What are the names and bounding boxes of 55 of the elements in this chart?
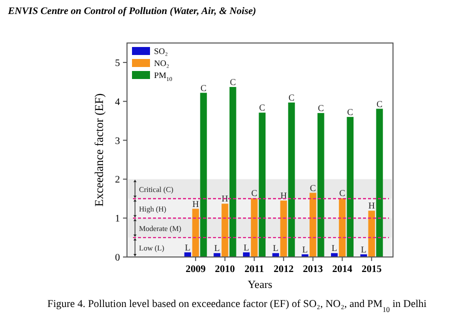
y-tick-label: 5 [115,58,120,69]
data-label: L [360,244,366,254]
x-tick-label: 2015 [362,264,382,275]
bar [317,113,324,257]
bar [288,102,295,257]
caption: Figure 4. Pollution level based on exceedance factor (EF) of SO₂, NO₂, and PM$_{10}$ in Delhi [47,299,427,314]
data-label: L [214,243,220,254]
x-tick-label: 2014 [332,264,352,275]
data-label: C [288,92,295,103]
data-label: C [200,82,207,93]
data-label: H [222,194,229,204]
bar [258,112,266,257]
x-tick-label: 2012 [274,264,294,275]
data-label: C [339,188,346,198]
bar [338,198,346,257]
data-label: C [376,98,383,109]
data-label: C [259,102,266,113]
y-axis-title: Exceedance factor (EF) [92,93,106,207]
x-tick-label: 2010 [214,264,235,275]
data-label: L [244,242,250,252]
y-tick-label: 4 [115,96,120,108]
x-axis-title: Years [248,279,272,291]
data-label: C [251,188,258,198]
bar [222,204,228,257]
chart-title: ENVIS Centre on Control of Pollution (Water, Air, & Noise) [7,6,256,17]
bar [192,208,199,257]
data-label: H [368,200,376,211]
x-tick-label: 2013 [302,264,323,275]
bar [368,210,375,257]
y-tick-label: 3 [115,136,120,147]
data-label: C [347,106,354,117]
data-label: L [332,243,338,254]
x-tick-label: 2011 [244,264,264,275]
data-label: H [192,198,200,209]
data-label: C [318,103,324,114]
legend-label: PM$_{10}$ [154,70,172,83]
bar [376,108,383,257]
data-label: C [230,76,236,87]
data-label: C [310,182,316,193]
bar [229,86,236,257]
bar [200,92,207,257]
bar [310,192,316,257]
legend-label: NO₂ [154,58,170,68]
y-tick-label: 0 [115,252,120,264]
y-tick-label: 2 [115,174,120,186]
data-label: L [184,242,190,252]
bar [346,116,354,257]
bar [280,200,287,257]
x-tick-label: 2009 [186,264,206,275]
bar [214,253,220,257]
y-tick-label: 1 [115,214,120,225]
data-label: L [302,244,308,254]
bar [250,198,258,257]
legend-label: SO₂ [154,46,168,56]
data-label: L [272,243,278,254]
